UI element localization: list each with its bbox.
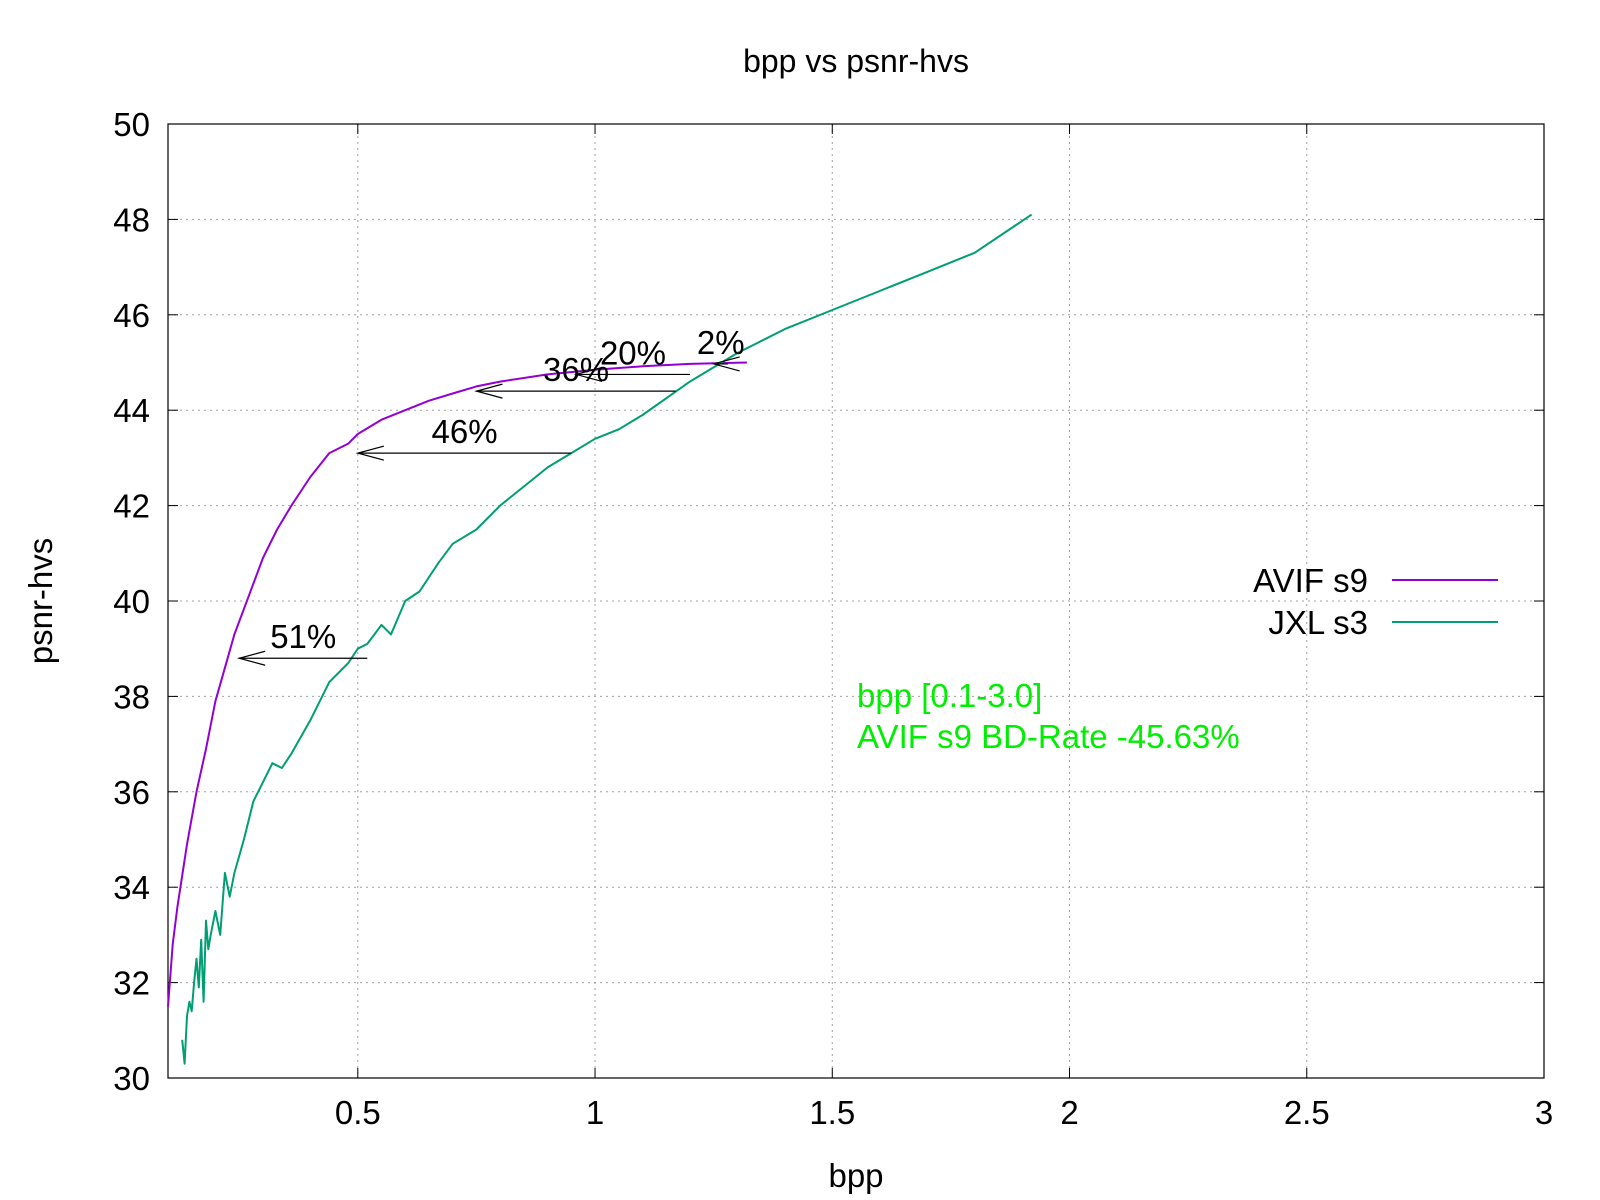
y-tick-label: 38 bbox=[113, 678, 150, 715]
annotation-arrowhead bbox=[573, 366, 603, 383]
x-tick-label: 2 bbox=[1060, 1094, 1078, 1131]
series-line-jxl-s3 bbox=[181, 213, 1033, 1065]
y-tick-label: 30 bbox=[113, 1060, 150, 1097]
x-axis-label: bpp bbox=[828, 1157, 883, 1194]
x-tick-label: 2.5 bbox=[1284, 1094, 1330, 1131]
legend: AVIF s9 JXL s3 bbox=[1253, 562, 1498, 641]
annotation-label: 51% bbox=[270, 618, 336, 655]
chart-title: bpp vs psnr-hvs bbox=[743, 43, 969, 79]
y-tick-label: 42 bbox=[113, 488, 150, 525]
legend-label: JXL s3 bbox=[1268, 604, 1368, 641]
x-tick-label: 1 bbox=[586, 1094, 604, 1131]
annotations: 51% 46% 36%20% 2% bbox=[236, 324, 745, 666]
bd-note-line-2: AVIF s9 BD-Rate -45.63% bbox=[857, 718, 1240, 755]
series-group bbox=[167, 213, 1033, 1065]
annotation-arrowhead bbox=[474, 383, 503, 399]
y-tick-label: 36 bbox=[113, 774, 150, 811]
plot-frame bbox=[167, 123, 1545, 1079]
y-tick-label: 46 bbox=[113, 297, 150, 334]
series-line-avif-s9 bbox=[167, 361, 747, 1007]
y-tick-label: 50 bbox=[113, 106, 150, 143]
annotation-label: 2% bbox=[697, 324, 745, 361]
annotation-arrowhead bbox=[355, 445, 384, 461]
annotation-arrowhead bbox=[711, 356, 740, 372]
annotation-label: 20% bbox=[600, 334, 666, 371]
y-tick-label: 32 bbox=[113, 965, 150, 1002]
x-tick-label: 3 bbox=[1535, 1094, 1553, 1131]
grid bbox=[168, 124, 1544, 1078]
y-tick-label: 34 bbox=[113, 869, 150, 906]
y-tick-label: 44 bbox=[113, 392, 150, 429]
y-tick-label: 48 bbox=[113, 201, 150, 238]
x-tick-label: 1.5 bbox=[809, 1094, 855, 1131]
y-axis-label: psnr-hvs bbox=[22, 538, 59, 665]
annotation-arrowhead bbox=[236, 650, 266, 666]
y-tick-label: 40 bbox=[113, 583, 150, 620]
ticks: 0.5 1 1.5 2 2.5 3 30 32 34 36 38 40 42 44 46 48 50 bbox=[113, 106, 1553, 1131]
annotation-label: 36% bbox=[543, 351, 609, 388]
legend-label: AVIF s9 bbox=[1253, 562, 1368, 599]
annotation-label: 46% bbox=[432, 413, 498, 450]
bd-note-line-1: bpp [0.1-3.0] bbox=[857, 677, 1042, 714]
x-tick-label: 0.5 bbox=[335, 1094, 381, 1131]
